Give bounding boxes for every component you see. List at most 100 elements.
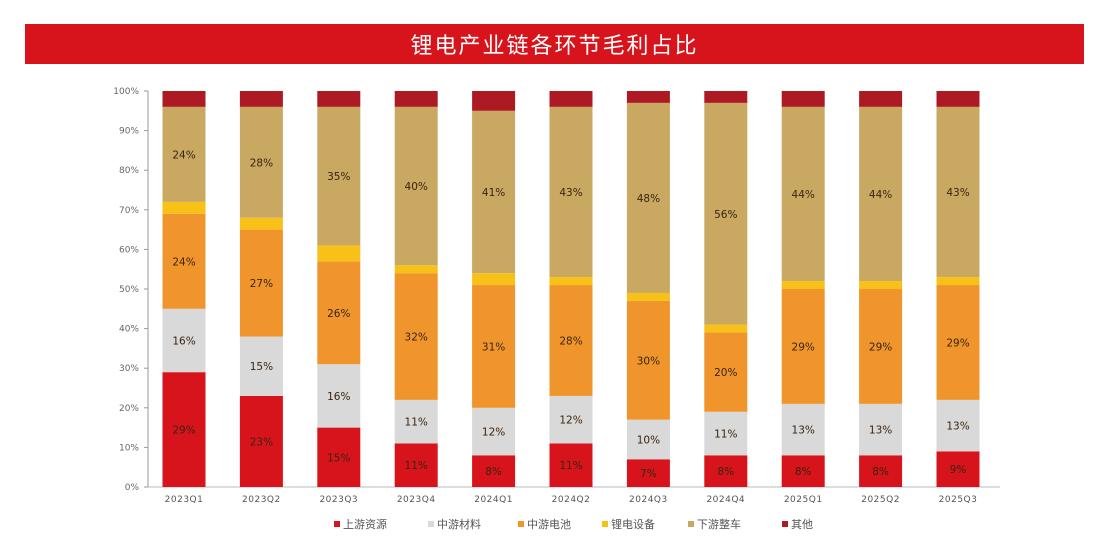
bar-segment xyxy=(394,265,438,274)
y-tick-label: 30% xyxy=(119,364,139,374)
bar-segment xyxy=(781,403,825,456)
legend-swatch xyxy=(602,521,608,527)
data-label: 30% xyxy=(637,355,660,367)
bar-segment xyxy=(317,364,361,428)
bar-segment xyxy=(549,443,593,487)
bar-segment xyxy=(936,106,980,278)
data-label: 29% xyxy=(792,341,815,353)
bar-segment xyxy=(162,91,206,107)
y-tick-label: 50% xyxy=(119,285,139,295)
data-label: 8% xyxy=(872,466,889,478)
x-tick-label: 2023Q4 xyxy=(397,495,436,505)
x-tick-label: 2023Q3 xyxy=(319,495,358,505)
bar-segment xyxy=(472,407,516,456)
data-label: 9% xyxy=(950,464,967,476)
bar-segment xyxy=(859,281,903,289)
bar-segment xyxy=(781,289,825,404)
x-tick-label: 2025Q2 xyxy=(861,495,900,505)
data-label: 24% xyxy=(172,256,195,268)
bar-segment xyxy=(549,395,593,444)
data-label: 24% xyxy=(172,149,195,161)
y-tick-label: 70% xyxy=(119,206,139,216)
bar-segment xyxy=(472,285,516,408)
legend-swatch xyxy=(688,521,694,527)
data-label: 56% xyxy=(714,209,737,221)
legend-swatch xyxy=(518,521,524,527)
bar-segment xyxy=(859,403,903,456)
y-tick-label: 10% xyxy=(119,443,139,453)
data-label: 44% xyxy=(869,189,892,201)
bar-segment xyxy=(704,91,748,103)
bar-segment xyxy=(394,273,438,400)
data-label: 10% xyxy=(637,434,660,446)
data-label: 15% xyxy=(250,361,273,373)
data-label: 48% xyxy=(637,193,660,205)
x-tick-label: 2023Q1 xyxy=(165,495,204,505)
bar-segment xyxy=(394,443,438,487)
data-label: 23% xyxy=(250,436,273,448)
bar-segment xyxy=(317,245,361,262)
bar-segment xyxy=(239,395,283,487)
bar-segment xyxy=(394,106,438,266)
bar-segment xyxy=(626,459,670,487)
bar-segment xyxy=(239,91,283,107)
legend-swatch xyxy=(782,521,788,527)
y-tick-label: 20% xyxy=(119,404,139,414)
data-label: 28% xyxy=(250,157,273,169)
bar-segment xyxy=(626,91,670,103)
data-label: 27% xyxy=(250,278,273,290)
bar-segment xyxy=(472,91,516,111)
y-tick-label: 80% xyxy=(119,166,139,176)
legend-label: 下游整车 xyxy=(697,517,741,531)
data-label: 13% xyxy=(869,425,892,437)
bar-segment xyxy=(936,285,980,400)
x-tick-label: 2024Q3 xyxy=(629,495,668,505)
bar-segment xyxy=(549,277,593,286)
bar-segment xyxy=(239,217,283,230)
data-label: 40% xyxy=(405,181,428,193)
bar-segment xyxy=(704,324,748,333)
bar-segment xyxy=(626,292,670,301)
data-label: 11% xyxy=(559,460,582,472)
bar-segment xyxy=(394,399,438,444)
legend-label: 锂电设备 xyxy=(611,517,655,531)
bar-segment xyxy=(626,102,670,293)
bar-segment xyxy=(626,419,670,460)
y-tick-label: 90% xyxy=(119,127,139,137)
bar-segment xyxy=(472,110,516,274)
legend-label: 中游电池 xyxy=(527,518,571,531)
data-label: 32% xyxy=(405,332,428,344)
bar-segment xyxy=(859,106,903,282)
y-tick-label: 0% xyxy=(125,483,140,493)
bar-segment xyxy=(549,106,593,278)
bar-segment xyxy=(859,289,903,404)
y-tick-label: 60% xyxy=(119,245,139,255)
data-label: 31% xyxy=(482,341,505,353)
data-label: 28% xyxy=(559,335,582,347)
bar-segment xyxy=(162,213,206,309)
bar-segment xyxy=(704,102,748,325)
bar-segment xyxy=(781,455,825,487)
bar-segment xyxy=(859,91,903,107)
bar-segment xyxy=(317,261,361,365)
x-tick-label: 2025Q3 xyxy=(939,495,978,505)
legend-label: 中游材料 xyxy=(437,517,481,531)
bar-segment xyxy=(317,427,361,487)
data-label: 44% xyxy=(792,189,815,201)
bar-segment xyxy=(859,455,903,487)
bar-segment xyxy=(781,106,825,282)
chart-title: 锂电产业链各环节毛利占比 xyxy=(25,24,1084,64)
y-tick-label: 100% xyxy=(113,87,139,97)
x-tick-label: 2024Q2 xyxy=(552,495,591,505)
bar-segment xyxy=(936,91,980,107)
data-label: 26% xyxy=(327,308,350,320)
bar-segment xyxy=(704,411,748,456)
y-tick-label: 40% xyxy=(119,325,139,335)
data-label: 15% xyxy=(327,452,350,464)
bar-segment xyxy=(704,455,748,487)
data-label: 7% xyxy=(640,468,657,480)
bar-segment xyxy=(549,285,593,396)
data-label: 29% xyxy=(172,425,195,437)
bar-segment xyxy=(162,106,206,202)
bar-segment xyxy=(626,300,670,420)
